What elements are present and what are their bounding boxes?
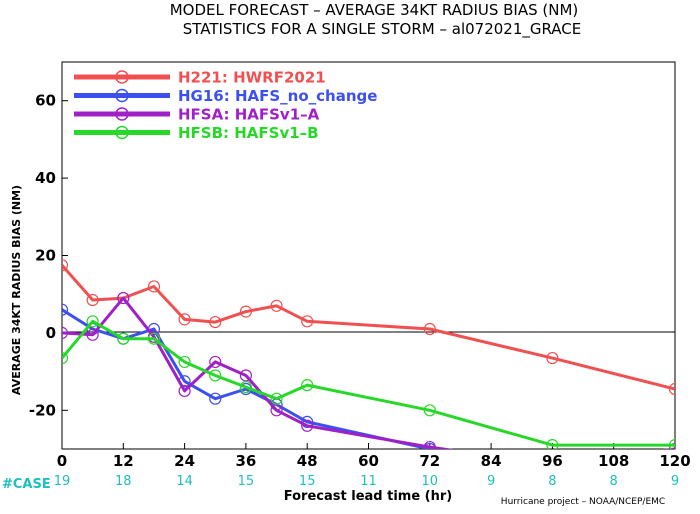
series-line [62, 319, 675, 447]
legend-label: HFSB: HAFSv1–B [178, 124, 319, 142]
chart-subtitle: STATISTICS FOR A SINGLE STORM – al072021… [183, 20, 582, 39]
case-count: 9 [487, 474, 495, 489]
x-tick-label: 12 [113, 452, 134, 470]
data-point [270, 404, 283, 417]
y-tick-label: 40 [35, 169, 56, 187]
data-point [301, 379, 314, 392]
x-tick-label: 84 [481, 452, 502, 470]
case-count: 11 [360, 474, 377, 489]
case-count: 19 [54, 474, 71, 489]
legend-label: HG16: HAFS_no_change [178, 87, 377, 105]
x-tick-label: 120 [659, 452, 690, 470]
case-count: 10 [422, 474, 439, 489]
data-point [668, 382, 675, 396]
data-point [209, 355, 222, 369]
legend-marker [115, 70, 129, 84]
legend-item: HG16: HAFS_no_change [74, 87, 377, 105]
data-point [546, 439, 559, 449]
data-point [239, 305, 252, 318]
data-point [209, 315, 222, 329]
data-point [270, 299, 283, 312]
data-point [423, 440, 436, 449]
case-count: 15 [299, 474, 316, 489]
legend-label: HFSA: HAFSv1–A [178, 106, 320, 124]
data-point [62, 303, 69, 316]
case-count: 9 [671, 474, 679, 489]
y-axis: -20 0 20 40 60 [29, 92, 68, 419]
x-tick-label: 72 [419, 452, 440, 470]
legend-marker [115, 88, 129, 103]
x-tick-label: 36 [235, 452, 256, 470]
x-tick-label: 48 [297, 452, 318, 470]
chart-title: MODEL FORECAST – AVERAGE 34KT RADIUS BIA… [170, 1, 579, 19]
x-tick-label: 108 [598, 452, 629, 470]
x-tick-label: 96 [542, 452, 563, 470]
data-point [423, 442, 436, 449]
data-point [546, 351, 559, 365]
case-count: 8 [610, 474, 618, 489]
legend-marker [115, 107, 129, 121]
data-point [209, 369, 222, 382]
case-count: 8 [548, 474, 556, 489]
legend-item: H221: HWRF2021 [74, 69, 326, 87]
series-0 [62, 259, 675, 396]
legend-item: HFSB: HAFSv1–B [74, 124, 319, 142]
data-point [423, 322, 436, 336]
x-tick-label: 60 [358, 452, 379, 470]
data-point [209, 392, 222, 405]
data-point [86, 328, 99, 341]
legend-marker [115, 125, 129, 140]
data-point [178, 313, 191, 326]
data-point [117, 291, 130, 305]
case-count: 18 [115, 474, 132, 489]
data-point [301, 419, 314, 432]
data-point [239, 369, 252, 382]
case-count-row: 19 18 14 15 15 11 10 9 8 8 9 [54, 474, 679, 489]
series-3 [62, 315, 675, 449]
data-point [117, 332, 130, 345]
x-axis: 0 12 24 36 48 60 72 84 96 108 120 [57, 443, 691, 470]
legend-item: HFSA: HAFSv1–A [74, 106, 320, 124]
data-point [178, 384, 191, 398]
y-axis-label: AVERAGE 34KT RADIUS BIAS (NM) [10, 185, 23, 395]
x-tick-label: 0 [57, 452, 67, 470]
data-point [668, 439, 675, 449]
x-tick-label: 24 [174, 452, 195, 470]
case-count: 15 [238, 474, 255, 489]
data-point [147, 280, 161, 293]
data-point [270, 392, 283, 405]
data-point [301, 315, 314, 328]
case-count: 14 [176, 474, 193, 489]
y-tick-label: 0 [46, 324, 56, 342]
legend-label: H221: HWRF2021 [178, 69, 326, 87]
case-label: #CASE [2, 477, 51, 492]
data-point [239, 380, 252, 394]
data-point [62, 326, 69, 339]
credit-text: Hurricane project – NOAA/NCEP/EMC [501, 497, 665, 507]
y-tick-label: 20 [35, 247, 56, 265]
y-tick-label: -20 [29, 401, 56, 419]
series-line [62, 296, 675, 449]
data-point [62, 259, 69, 272]
plot-frame [61, 61, 676, 450]
x-axis-label: Forecast lead time (hr) [284, 489, 452, 504]
data-point [86, 293, 99, 307]
data-point [147, 332, 161, 345]
series-line [62, 264, 675, 391]
series-2 [62, 291, 675, 449]
data-point [178, 355, 191, 369]
data-point [86, 315, 99, 328]
data-point [62, 351, 69, 365]
series-layer [62, 259, 675, 449]
data-point [423, 404, 436, 417]
y-tick-label: 60 [35, 92, 56, 110]
